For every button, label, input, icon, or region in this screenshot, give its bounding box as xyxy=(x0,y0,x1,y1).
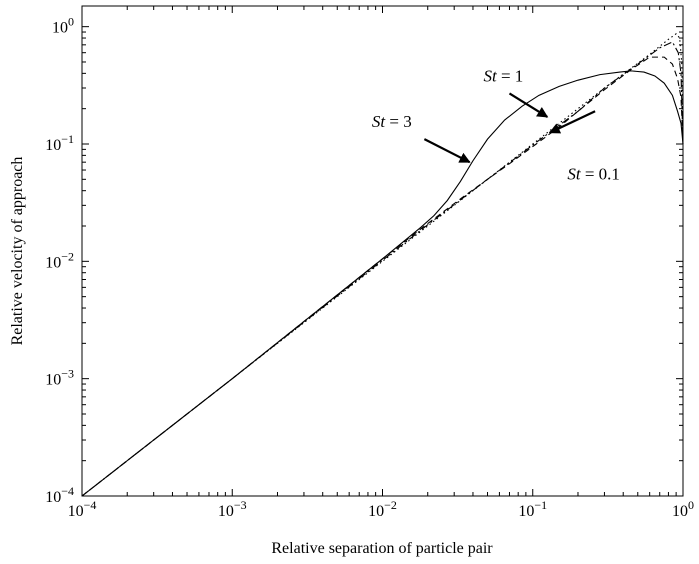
annotation-arrow xyxy=(548,110,596,134)
series-line-dashdot xyxy=(81,41,684,497)
annotation-arrow xyxy=(508,92,549,118)
x-tick-label: 10−4 xyxy=(68,498,97,520)
y-tick-label: 100 xyxy=(52,15,74,37)
series-line-solid xyxy=(81,70,684,497)
series-layer xyxy=(81,33,684,497)
annotation-label: St = 0.1 xyxy=(567,164,620,183)
annotation-label: St = 1 xyxy=(483,67,523,86)
annotation-arrow xyxy=(423,138,471,164)
y-axis-label: Relative velocity of approach xyxy=(9,157,26,346)
x-tick-label: 10−1 xyxy=(518,498,547,520)
annotation-label: St = 3 xyxy=(372,112,412,131)
y-tick-label: 10−4 xyxy=(45,484,74,506)
x-tick-label: 10−2 xyxy=(368,498,397,520)
axis-ticks: 10−4 10−3 10−2 10−1 100 10−4 10−3 10−2 10−1 100 xyxy=(45,6,694,520)
plot-frame xyxy=(81,5,684,497)
x-axis-label: Relative separation of particle pair xyxy=(271,540,493,557)
series-line-dotted xyxy=(81,33,684,497)
x-tick-label: 100 xyxy=(672,498,694,520)
annotation-layer: St = 1 St = 3 St = 0.1 xyxy=(372,67,620,184)
x-tick-label: 10−3 xyxy=(218,498,247,520)
y-tick-label: 10−1 xyxy=(45,132,74,154)
series-line-dashed xyxy=(81,56,684,497)
y-tick-label: 10−3 xyxy=(45,367,74,389)
y-tick-label: 10−2 xyxy=(45,249,74,271)
